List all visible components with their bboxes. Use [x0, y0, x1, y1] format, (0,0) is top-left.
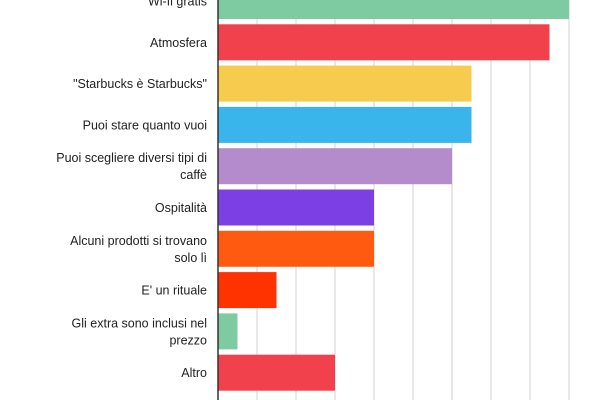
- bar: [218, 24, 550, 61]
- category-label-line: Ospitalità: [155, 201, 207, 215]
- bar: [218, 148, 452, 185]
- category-label: Gli extra sono inclusi nel prezzo: [72, 316, 208, 347]
- bar: [218, 313, 238, 350]
- category-label-line: caffè: [180, 168, 207, 182]
- bar: [218, 106, 472, 143]
- category-label: Wi-fi gratis: [148, 0, 207, 9]
- category-label-line: Puoi scegliere diversi tipi di: [56, 151, 207, 165]
- category-label-line: Atmosfera: [150, 36, 207, 50]
- category-label-line: prezzo: [169, 333, 207, 347]
- bars: [218, 0, 569, 391]
- category-label-line: Wi-fi gratis: [148, 0, 207, 9]
- bar: [218, 189, 374, 226]
- category-label: Altro: [181, 366, 207, 380]
- category-label-line: Gli extra sono inclusi nel: [72, 316, 207, 330]
- bar: [218, 354, 335, 391]
- bar: [218, 65, 472, 102]
- category-label-line: solo lì: [174, 251, 207, 265]
- bar: [218, 230, 374, 267]
- category-label: Atmosfera: [150, 36, 207, 50]
- category-label-line: Altro: [181, 366, 207, 380]
- category-label: Ospitalità: [155, 201, 207, 215]
- bar: [218, 272, 277, 309]
- category-label: E' un rituale: [141, 284, 207, 298]
- category-label-line: "Starbucks è Starbucks": [73, 77, 207, 91]
- category-label-line: Alcuni prodotti si trovano: [70, 234, 207, 248]
- category-label: Puoi stare quanto vuoi: [83, 118, 207, 132]
- category-label-line: E' un rituale: [141, 284, 207, 298]
- category-labels: Wi-fi gratis Atmosfera "Starbucks è Starbu…: [56, 0, 207, 380]
- category-label: Alcuni prodotti si trovano solo lì: [70, 234, 207, 265]
- bar: [218, 0, 569, 19]
- category-label-line: Puoi stare quanto vuoi: [83, 118, 207, 132]
- category-label: Puoi scegliere diversi tipi di caffè: [56, 151, 207, 182]
- category-label: "Starbucks è Starbucks": [73, 77, 207, 91]
